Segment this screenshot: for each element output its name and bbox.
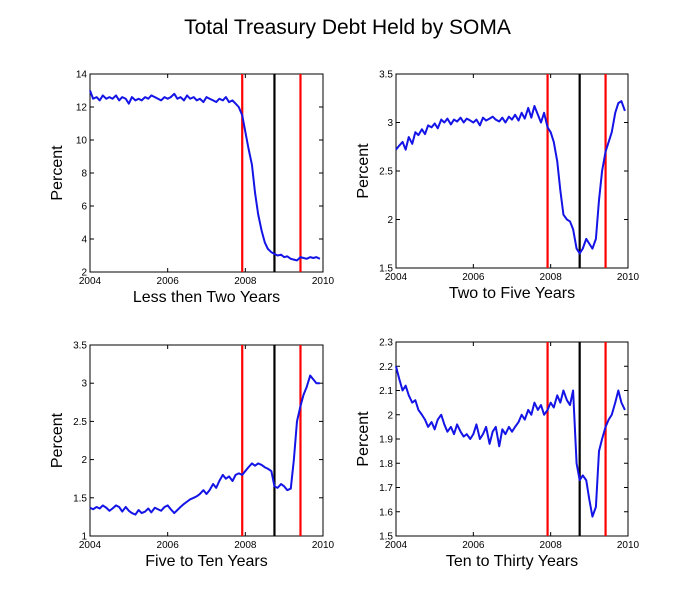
axes-box (89, 344, 324, 537)
x-tick-label: 2006 (462, 540, 485, 551)
x-tick-label: 2006 (157, 540, 180, 551)
y-axis-label: Percent (355, 411, 372, 467)
x-tick-label: 2010 (617, 540, 640, 551)
y-tick-label: 2 (81, 268, 87, 279)
y-tick-label: 3 (387, 118, 393, 129)
y-tick-label: 3.5 (73, 341, 87, 352)
y-axis-label: Percent (49, 145, 66, 201)
y-tick-label: 1.7 (379, 483, 393, 494)
series-line (395, 366, 626, 518)
y-axis-label: Percent (49, 412, 66, 468)
x-axis-label: Less then Two Years (133, 289, 280, 306)
y-tick-label: 2.3 (379, 338, 393, 349)
y-tick-label: 2.1 (379, 386, 393, 397)
chart-panel-less-then-two-years: 2004 2006 2008 2010 2 4 6 8 10 12 14 Less then Two … (49, 70, 335, 307)
chart-panel-ten-to-thirty-years: 2004 2006 2008 2010 1.5 1.6 1.7 1.8 1.9 2 2.1 2.2 2.… (355, 338, 640, 571)
y-tick-label: 3 (81, 379, 87, 390)
y-tick-label: 2.5 (379, 167, 393, 178)
chart-panel-five-to-ten-years: 2004 2006 2008 2010 1 1.5 2 2.5 3 3.5 Five to Ten … (49, 341, 335, 571)
axes-box (89, 73, 324, 273)
chart-panel-two-to-five-years: 2004 2006 2008 2010 1.5 2 2.5 3 3.5 Two to Five Y… (355, 70, 640, 303)
y-tick-label: 2.2 (379, 362, 393, 373)
x-tick-label: 2004 (385, 540, 408, 551)
y-tick-label: 14 (76, 70, 88, 81)
x-tick-label: 2004 (79, 540, 102, 551)
y-axis-label: Percent (355, 143, 372, 199)
x-tick-label: 2004 (79, 276, 102, 287)
y-tick-label: 6 (81, 202, 87, 213)
axes-box (395, 341, 629, 537)
x-axis-label: Ten to Thirty Years (446, 553, 578, 570)
series-line (89, 374, 320, 516)
x-tick-label: 2008 (234, 540, 257, 551)
y-tick-label: 4 (81, 235, 87, 246)
x-tick-label: 2008 (540, 540, 563, 551)
y-tick-label: 2 (387, 410, 393, 421)
x-tick-label: 2006 (157, 276, 180, 287)
y-tick-label: 2 (81, 455, 87, 466)
x-axis-label: Five to Ten Years (145, 553, 267, 570)
series-line (395, 100, 626, 255)
y-tick-label: 12 (76, 103, 88, 114)
y-tick-label: 1.5 (73, 493, 87, 504)
x-tick-label: 2010 (617, 272, 640, 283)
y-tick-label: 2 (387, 215, 393, 226)
x-tick-label: 2010 (312, 276, 335, 287)
y-tick-label: 1 (81, 532, 87, 543)
x-axis-label: Two to Five Years (449, 285, 575, 302)
x-tick-label: 2006 (462, 272, 485, 283)
y-tick-label: 1.8 (379, 459, 393, 470)
y-tick-label: 1.9 (379, 435, 393, 446)
x-tick-label: 2010 (312, 540, 335, 551)
figure-title: Total Treasury Debt Held by SOMA (184, 16, 511, 39)
y-tick-label: 1.6 (379, 507, 393, 518)
y-tick-label: 2.5 (73, 417, 87, 428)
y-tick-label: 10 (76, 136, 88, 147)
y-tick-label: 8 (81, 169, 87, 180)
axes-box (395, 73, 629, 269)
y-tick-label: 3.5 (379, 70, 393, 81)
x-tick-label: 2004 (385, 272, 408, 283)
y-tick-label: 1.5 (379, 264, 393, 275)
y-tick-label: 1.5 (379, 532, 393, 543)
x-tick-label: 2008 (540, 272, 563, 283)
x-tick-label: 2008 (234, 276, 257, 287)
series-line (89, 90, 321, 262)
